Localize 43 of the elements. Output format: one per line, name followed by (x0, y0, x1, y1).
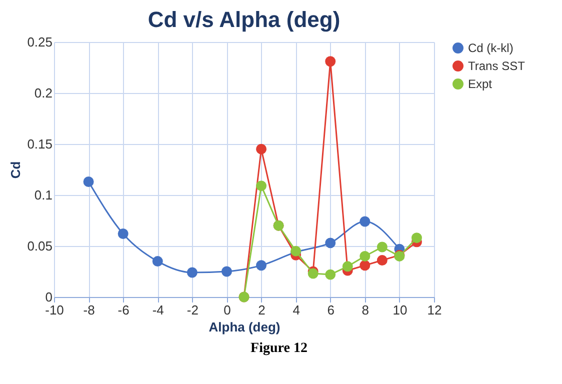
point (342, 261, 353, 272)
point (256, 180, 267, 192)
caption: Figure 12 (250, 341, 308, 357)
legend-label: Expt (468, 77, 493, 91)
y-tick-label: 0.2 (34, 86, 52, 100)
point (376, 255, 388, 266)
x-tick-label: 6 (327, 302, 334, 318)
x-axis-title: Alpha (deg) (208, 320, 280, 334)
legend-label: Cd (k-kl) (468, 41, 514, 55)
chart-title: Cd v/s Alpha (deg) (148, 7, 340, 32)
x-tick-label: -4 (152, 302, 164, 318)
x-tick-label: -2 (186, 302, 198, 318)
x-tick-label: -6 (118, 302, 130, 318)
point (83, 176, 94, 187)
y-tick-label: 0.15 (27, 136, 52, 152)
legend-label: Trans SST (468, 59, 526, 73)
x-tick-label: 8 (362, 302, 370, 318)
point (360, 216, 370, 227)
x-tick-label: -8 (83, 302, 95, 318)
y-tick-label: 0.1 (34, 188, 52, 202)
point (325, 238, 336, 248)
point (256, 260, 267, 271)
point (360, 250, 370, 262)
x-tick-label: 12 (427, 302, 442, 318)
point (376, 242, 388, 252)
point (186, 267, 198, 278)
point (118, 228, 128, 239)
point (152, 256, 163, 267)
x-tick-label: -10 (45, 302, 64, 318)
x-tick-label: 4 (292, 302, 300, 318)
x-tick-label: 10 (392, 302, 408, 318)
y-tick-label: 0 (45, 290, 52, 304)
x-tick-label: 0 (224, 302, 231, 318)
y-tick-label: 0.05 (27, 238, 52, 254)
x-tick-label: 2 (258, 302, 266, 318)
point (325, 269, 336, 280)
point (411, 232, 422, 244)
y-axis-title: Cd (8, 161, 24, 179)
point (221, 266, 232, 277)
point (360, 260, 370, 271)
y-tick-label: 0.25 (27, 34, 52, 50)
point (256, 144, 267, 154)
point (325, 56, 336, 67)
